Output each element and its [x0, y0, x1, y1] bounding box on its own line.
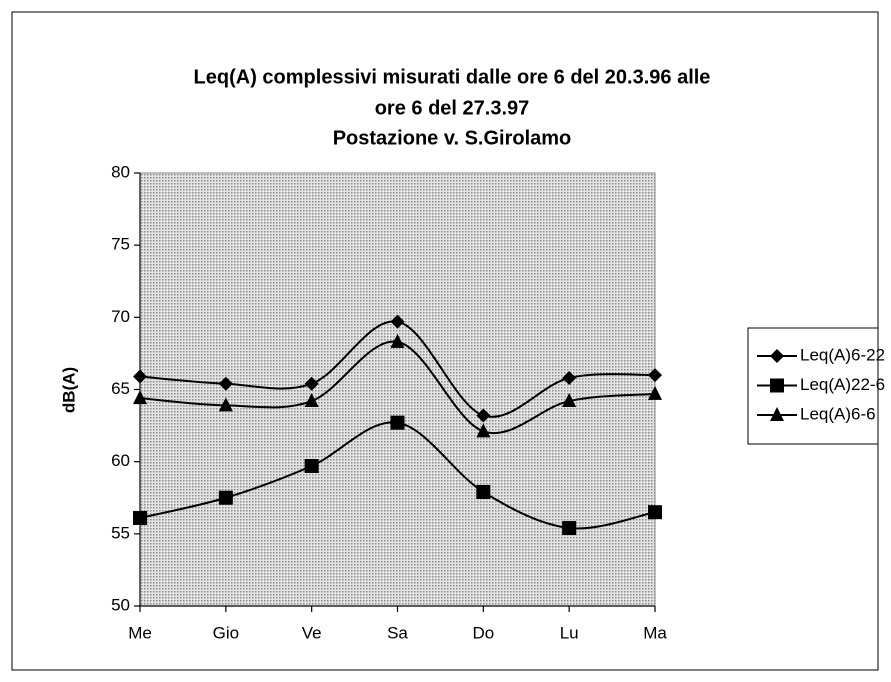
x-tick-label: Gio	[213, 623, 239, 642]
marker	[648, 505, 662, 520]
chart-title: Leq(A) complessivi misurati dalle ore 6 …	[194, 66, 711, 88]
marker	[133, 369, 147, 384]
y-tick-label: 65	[111, 379, 130, 398]
marker	[390, 415, 405, 430]
chart-title: Postazione v. S.Girolamo	[333, 127, 572, 149]
y-axis-label: dB(A)	[59, 367, 78, 413]
x-tick-label: Sa	[387, 623, 408, 642]
marker	[562, 370, 577, 385]
marker	[304, 393, 319, 408]
legend-label: Leq(A)6-22	[800, 345, 885, 364]
y-tick-label: 80	[111, 162, 130, 181]
marker	[476, 484, 491, 499]
x-tick-label: Me	[128, 623, 152, 642]
y-tick-label: 60	[111, 451, 130, 470]
chart-title: ore 6 del 27.3.97	[375, 97, 530, 119]
x-tick-label: Ve	[302, 623, 322, 642]
marker	[390, 333, 405, 348]
marker	[133, 390, 147, 405]
marker	[390, 314, 405, 329]
x-tick-label: Do	[472, 623, 494, 642]
marker	[770, 378, 784, 393]
marker	[648, 368, 662, 383]
marker	[304, 458, 319, 473]
marker	[476, 408, 491, 423]
marker	[133, 510, 147, 525]
legend-label: Leq(A)22-6	[800, 375, 885, 394]
marker	[304, 376, 319, 391]
y-tick-label: 70	[111, 307, 130, 326]
legend-label: Leq(A)6-6	[800, 404, 876, 423]
marker	[218, 397, 233, 412]
y-tick-label: 75	[111, 235, 130, 254]
marker	[648, 385, 662, 400]
y-tick-label: 50	[111, 595, 130, 614]
marker	[770, 407, 784, 421]
y-tick-label: 55	[111, 523, 130, 542]
marker	[562, 521, 577, 536]
marker	[770, 349, 784, 363]
x-tick-label: Lu	[560, 623, 579, 642]
marker	[218, 376, 233, 391]
marker	[562, 393, 577, 408]
x-tick-label: Ma	[643, 623, 667, 642]
plot-area	[139, 172, 656, 607]
marker	[218, 490, 233, 505]
marker	[476, 423, 491, 438]
